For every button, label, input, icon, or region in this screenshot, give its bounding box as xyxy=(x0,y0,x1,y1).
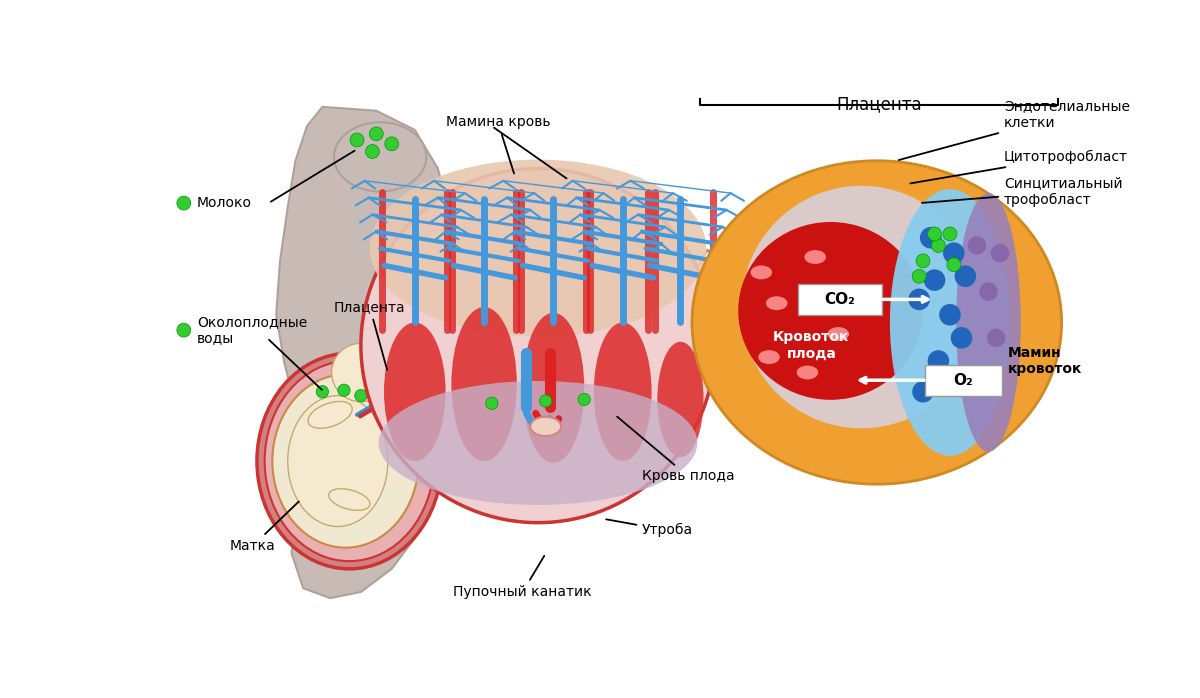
Ellipse shape xyxy=(530,417,562,436)
Circle shape xyxy=(366,144,379,158)
Circle shape xyxy=(176,196,191,210)
Circle shape xyxy=(912,269,926,283)
Ellipse shape xyxy=(451,307,517,461)
Circle shape xyxy=(361,168,715,523)
Circle shape xyxy=(947,258,961,272)
Ellipse shape xyxy=(288,396,388,526)
Text: Кровь плода: Кровь плода xyxy=(617,417,734,484)
Circle shape xyxy=(986,329,1006,347)
Ellipse shape xyxy=(371,351,420,386)
Ellipse shape xyxy=(370,160,707,336)
Circle shape xyxy=(954,265,976,287)
Ellipse shape xyxy=(828,327,850,341)
Ellipse shape xyxy=(308,401,352,429)
Ellipse shape xyxy=(658,342,703,457)
Text: Плацента: Плацента xyxy=(836,95,922,113)
Circle shape xyxy=(931,239,946,253)
Ellipse shape xyxy=(742,186,982,429)
Circle shape xyxy=(317,385,329,398)
Ellipse shape xyxy=(692,161,1062,484)
Circle shape xyxy=(950,327,972,348)
Circle shape xyxy=(928,350,949,372)
Ellipse shape xyxy=(750,265,772,279)
Circle shape xyxy=(908,288,930,310)
Circle shape xyxy=(176,323,191,337)
Circle shape xyxy=(355,389,367,402)
Text: Утроба: Утроба xyxy=(606,519,694,537)
Ellipse shape xyxy=(272,374,419,548)
Text: Матка: Матка xyxy=(230,501,299,553)
Circle shape xyxy=(350,133,364,147)
Ellipse shape xyxy=(890,189,1010,456)
Ellipse shape xyxy=(329,489,370,510)
Ellipse shape xyxy=(379,381,697,505)
Ellipse shape xyxy=(384,322,445,461)
Text: Цитотрофобласт: Цитотрофобласт xyxy=(911,150,1128,184)
Circle shape xyxy=(398,379,432,413)
Ellipse shape xyxy=(797,366,818,380)
Circle shape xyxy=(924,269,946,291)
Text: Околоплодные
воды: Околоплодные воды xyxy=(197,315,307,346)
Ellipse shape xyxy=(265,361,434,561)
Circle shape xyxy=(979,283,997,301)
Text: Эндотелиальные
клетки: Эндотелиальные клетки xyxy=(899,99,1130,160)
Text: Мамин
кровоток: Мамин кровоток xyxy=(1008,346,1082,376)
Circle shape xyxy=(928,227,942,241)
Text: О₂: О₂ xyxy=(953,373,973,387)
Ellipse shape xyxy=(804,250,826,264)
Circle shape xyxy=(931,373,953,395)
Text: Кровоток
плода: Кровоток плода xyxy=(773,330,850,361)
Circle shape xyxy=(943,242,965,264)
Circle shape xyxy=(916,254,930,268)
Circle shape xyxy=(578,393,590,406)
Text: Синцитиальный
трофобласт: Синцитиальный трофобласт xyxy=(922,177,1122,207)
Circle shape xyxy=(920,227,942,248)
Circle shape xyxy=(976,367,994,385)
Ellipse shape xyxy=(738,222,923,400)
Text: СО₂: СО₂ xyxy=(824,292,856,307)
Polygon shape xyxy=(276,107,454,598)
Circle shape xyxy=(385,137,398,151)
Ellipse shape xyxy=(766,296,787,310)
Ellipse shape xyxy=(523,313,584,463)
Ellipse shape xyxy=(956,193,1021,452)
Text: Мамина кровь: Мамина кровь xyxy=(445,115,550,174)
Ellipse shape xyxy=(334,122,426,191)
Circle shape xyxy=(486,397,498,410)
Circle shape xyxy=(540,395,552,407)
Circle shape xyxy=(338,384,350,396)
Circle shape xyxy=(370,127,383,141)
Text: Пупочный канатик: Пупочный канатик xyxy=(454,556,592,599)
FancyBboxPatch shape xyxy=(798,284,882,315)
FancyBboxPatch shape xyxy=(925,365,1002,396)
Circle shape xyxy=(331,343,390,402)
Ellipse shape xyxy=(758,350,780,364)
Circle shape xyxy=(943,227,956,241)
Ellipse shape xyxy=(594,322,652,461)
Circle shape xyxy=(940,304,961,325)
Circle shape xyxy=(991,244,1009,262)
Text: Молоко: Молоко xyxy=(197,196,252,210)
Circle shape xyxy=(912,381,934,403)
Text: Плацента: Плацента xyxy=(334,300,406,370)
Ellipse shape xyxy=(257,353,442,569)
Circle shape xyxy=(967,236,986,255)
